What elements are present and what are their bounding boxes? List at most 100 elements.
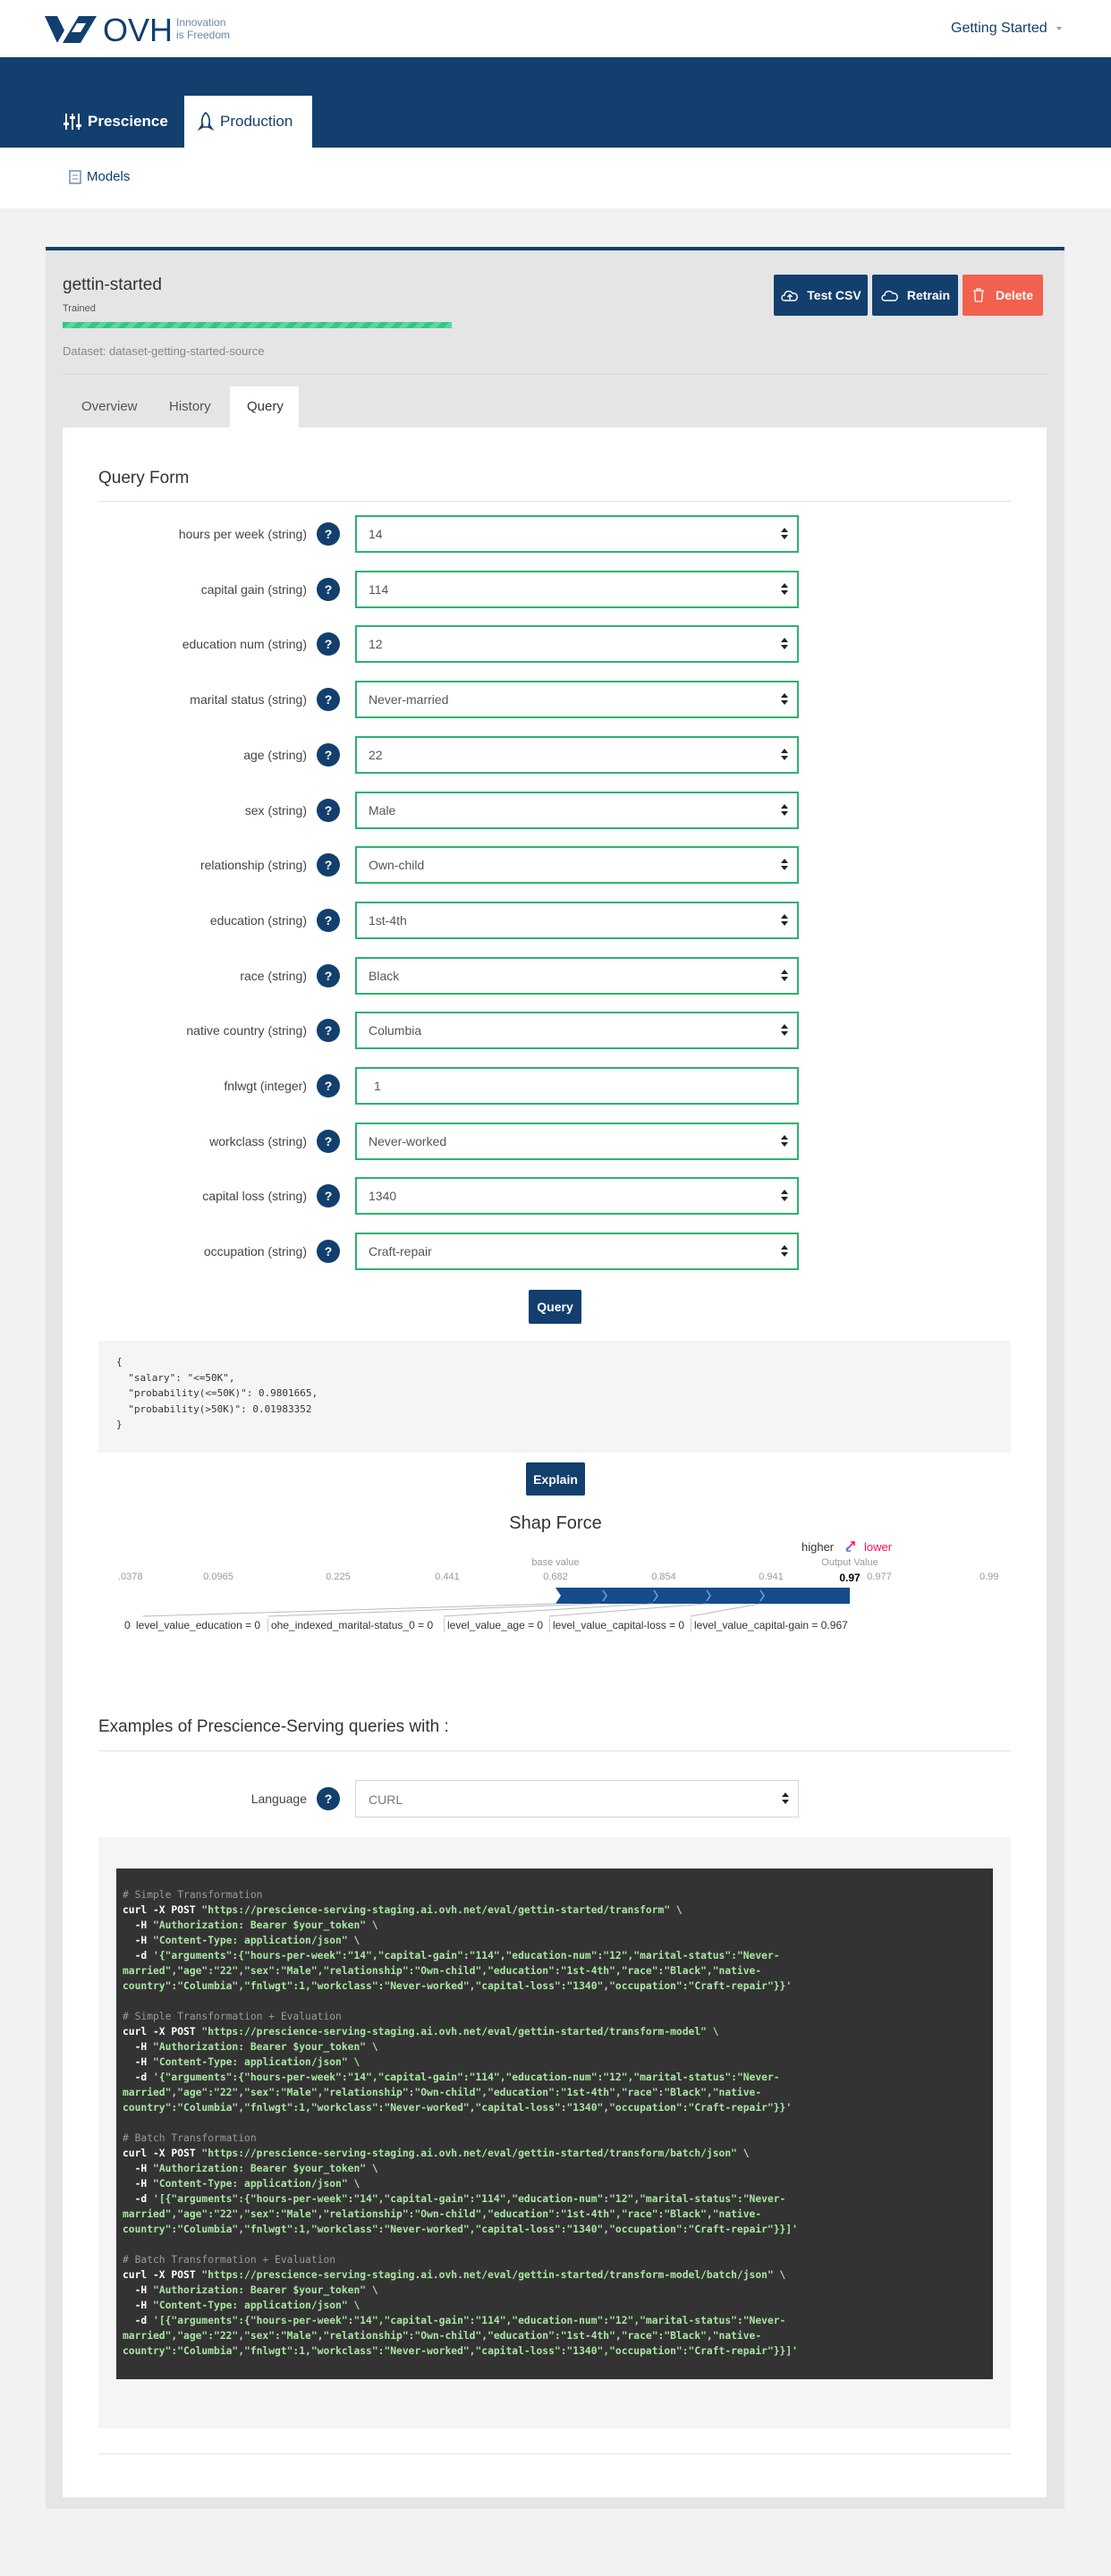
nav-tab-active[interactable] <box>184 96 312 148</box>
progress-bar <box>63 322 452 328</box>
help-icon[interactable]: ? <box>317 1129 340 1153</box>
nav-tab[interactable]: Production <box>220 113 293 130</box>
code-line: married","age":"22","sex":"Male","relati… <box>123 2209 761 2219</box>
menu-caret <box>1056 27 1062 30</box>
explain-button[interactable]: Explain <box>526 1462 585 1496</box>
delete-button[interactable]: Delete <box>963 275 1043 316</box>
prescience-icon <box>64 114 81 130</box>
select-field[interactable]: Never-married <box>355 681 799 719</box>
code-line: -H "Authorization: Bearer $your_token" \ <box>123 2285 378 2295</box>
select-field[interactable]: 12 <box>355 625 799 664</box>
field-label: relationship (string) <box>199 858 307 873</box>
shap-plot: .0378 0.0965 0.225 0.441 0.682 0.854 0.941 0.97… <box>116 1572 998 1643</box>
code-string: '[{"arguments":{"hours-per-week":"14","c… <box>153 2193 786 2205</box>
code-line: curl -X POST "https://prescience-serving… <box>123 2148 750 2158</box>
query-button[interactable]: Query <box>529 1290 581 1324</box>
code-keyword: -H <box>123 2056 154 2068</box>
select-field[interactable]: Black <box>355 956 799 995</box>
field-value: 1st-4th <box>369 912 407 928</box>
tab[interactable]: History <box>169 399 211 414</box>
help-icon[interactable]: ? <box>317 1184 340 1208</box>
field-label: capital gain (string) <box>200 581 307 597</box>
field-value: Never-married <box>369 692 449 708</box>
tagline: Innovation <box>176 16 226 29</box>
code-string: country":"Columbia","fnlwgt":1,"workclas… <box>123 2224 798 2235</box>
help-icon[interactable]: ? <box>317 1240 340 1264</box>
help-icon[interactable]: ? <box>317 522 340 546</box>
select-field[interactable]: 1st-4th <box>355 901 799 939</box>
code-keyword: curl -X POST <box>123 2269 202 2281</box>
help-icon[interactable]: ? <box>317 688 340 712</box>
code-string: '{"arguments":{"hours-per-week":"14","ca… <box>153 2072 780 2083</box>
logo-text[interactable]: OVH <box>103 12 174 48</box>
text-input[interactable]: 1 <box>355 1067 799 1105</box>
shap-axis-label: 0.0965 <box>203 1572 233 1582</box>
help-icon[interactable]: ? <box>317 1787 340 1810</box>
language-select[interactable]: CURL <box>355 1780 799 1818</box>
select-field[interactable]: 14 <box>355 515 799 553</box>
select-field[interactable]: Craft-repair <box>355 1233 799 1271</box>
code-line: -d '[{"arguments":{"hours-per-week":"14"… <box>123 2193 786 2205</box>
cloud-icon <box>881 290 898 301</box>
shap-arrows-icon <box>845 1541 855 1552</box>
tab[interactable]: Query <box>247 399 284 414</box>
shap-axis-label: 0.977 <box>867 1572 892 1582</box>
select-field[interactable]: Male <box>355 791 799 829</box>
divider <box>98 501 1011 502</box>
shap-output-label: Output Value <box>821 1557 878 1568</box>
sub-nav-models[interactable]: Models <box>87 169 131 184</box>
select-field[interactable]: Columbia <box>355 1012 799 1050</box>
help-icon[interactable]: ? <box>317 632 340 657</box>
code-string: "Content-Type: application/json" \ <box>153 2178 360 2190</box>
code-string: "Authorization: Bearer $your_token" \ <box>153 2163 378 2174</box>
code-keyword: curl -X POST <box>123 2026 202 2038</box>
tab-active[interactable] <box>230 386 299 428</box>
help-icon[interactable]: ? <box>317 853 340 877</box>
shap-feature-label: ohe_indexed_marital-status_0 = 0 <box>267 1618 436 1632</box>
help-icon[interactable]: ? <box>317 742 340 767</box>
shap-axis-label: 0.225 <box>326 1572 351 1582</box>
production-icon <box>197 111 215 131</box>
code-string: "Authorization: Bearer $your_token" \ <box>153 1919 378 1931</box>
field-label: hours per week (string) <box>178 527 307 541</box>
code-line: -H "Content-Type: application/json" \ <box>123 2057 360 2067</box>
shap-higher: higher <box>801 1540 835 1554</box>
help-icon[interactable]: ? <box>317 798 340 822</box>
help-icon[interactable]: ? <box>317 963 340 987</box>
retrain-button[interactable]: Retrain <box>872 275 958 316</box>
logo-mark[interactable] <box>45 13 98 45</box>
field-label: education (string) <box>209 912 307 928</box>
code-line: -d '{"arguments":{"hours-per-week":"14",… <box>123 1951 780 1961</box>
nav-tab[interactable]: Prescience <box>88 113 168 130</box>
code-string: "https://prescience-serving-staging.ai.o… <box>201 2026 719 2038</box>
help-icon[interactable]: ? <box>317 908 340 932</box>
field-label: marital status (string) <box>190 692 307 708</box>
field-label: education num (string) <box>182 637 307 652</box>
field-label: Language <box>250 1792 307 1806</box>
field-value: Black <box>369 968 400 983</box>
menu-getting-started[interactable]: Getting Started <box>951 21 1047 36</box>
select-field[interactable]: 114 <box>355 570 799 608</box>
code-line: -H "Content-Type: application/json" \ <box>123 2179 360 2189</box>
help-icon[interactable]: ? <box>317 1019 340 1043</box>
result-line: "probability(<=50K)": 0.9801665, <box>116 1387 318 1399</box>
select-field[interactable]: 1340 <box>355 1177 799 1216</box>
code-line: # Simple Transformation <box>123 1889 263 1901</box>
result-line: { <box>116 1356 123 1368</box>
code-string: married","age":"22","sex":"Male","relati… <box>123 1965 762 1977</box>
help-icon[interactable]: ? <box>317 577 340 601</box>
select-field[interactable]: Own-child <box>355 846 799 885</box>
shap-axis-label: 0.682 <box>543 1572 568 1582</box>
button-label: Test CSV <box>807 288 861 302</box>
code-line: country":"Columbia","fnlwgt":1,"workclas… <box>123 2346 798 2356</box>
select-field[interactable]: Never-worked <box>355 1122 799 1160</box>
test-csv-button[interactable]: Test CSV <box>774 275 868 316</box>
select-field[interactable]: 22 <box>355 735 799 774</box>
help-icon[interactable]: ? <box>317 1074 340 1097</box>
result-box <box>98 1341 1011 1453</box>
field-value: 1 <box>374 1079 381 1093</box>
tab[interactable]: Overview <box>81 399 138 414</box>
field-value: Never-worked <box>369 1133 447 1148</box>
result-line: "probability(>50K)": 0.01983352 <box>116 1402 312 1415</box>
